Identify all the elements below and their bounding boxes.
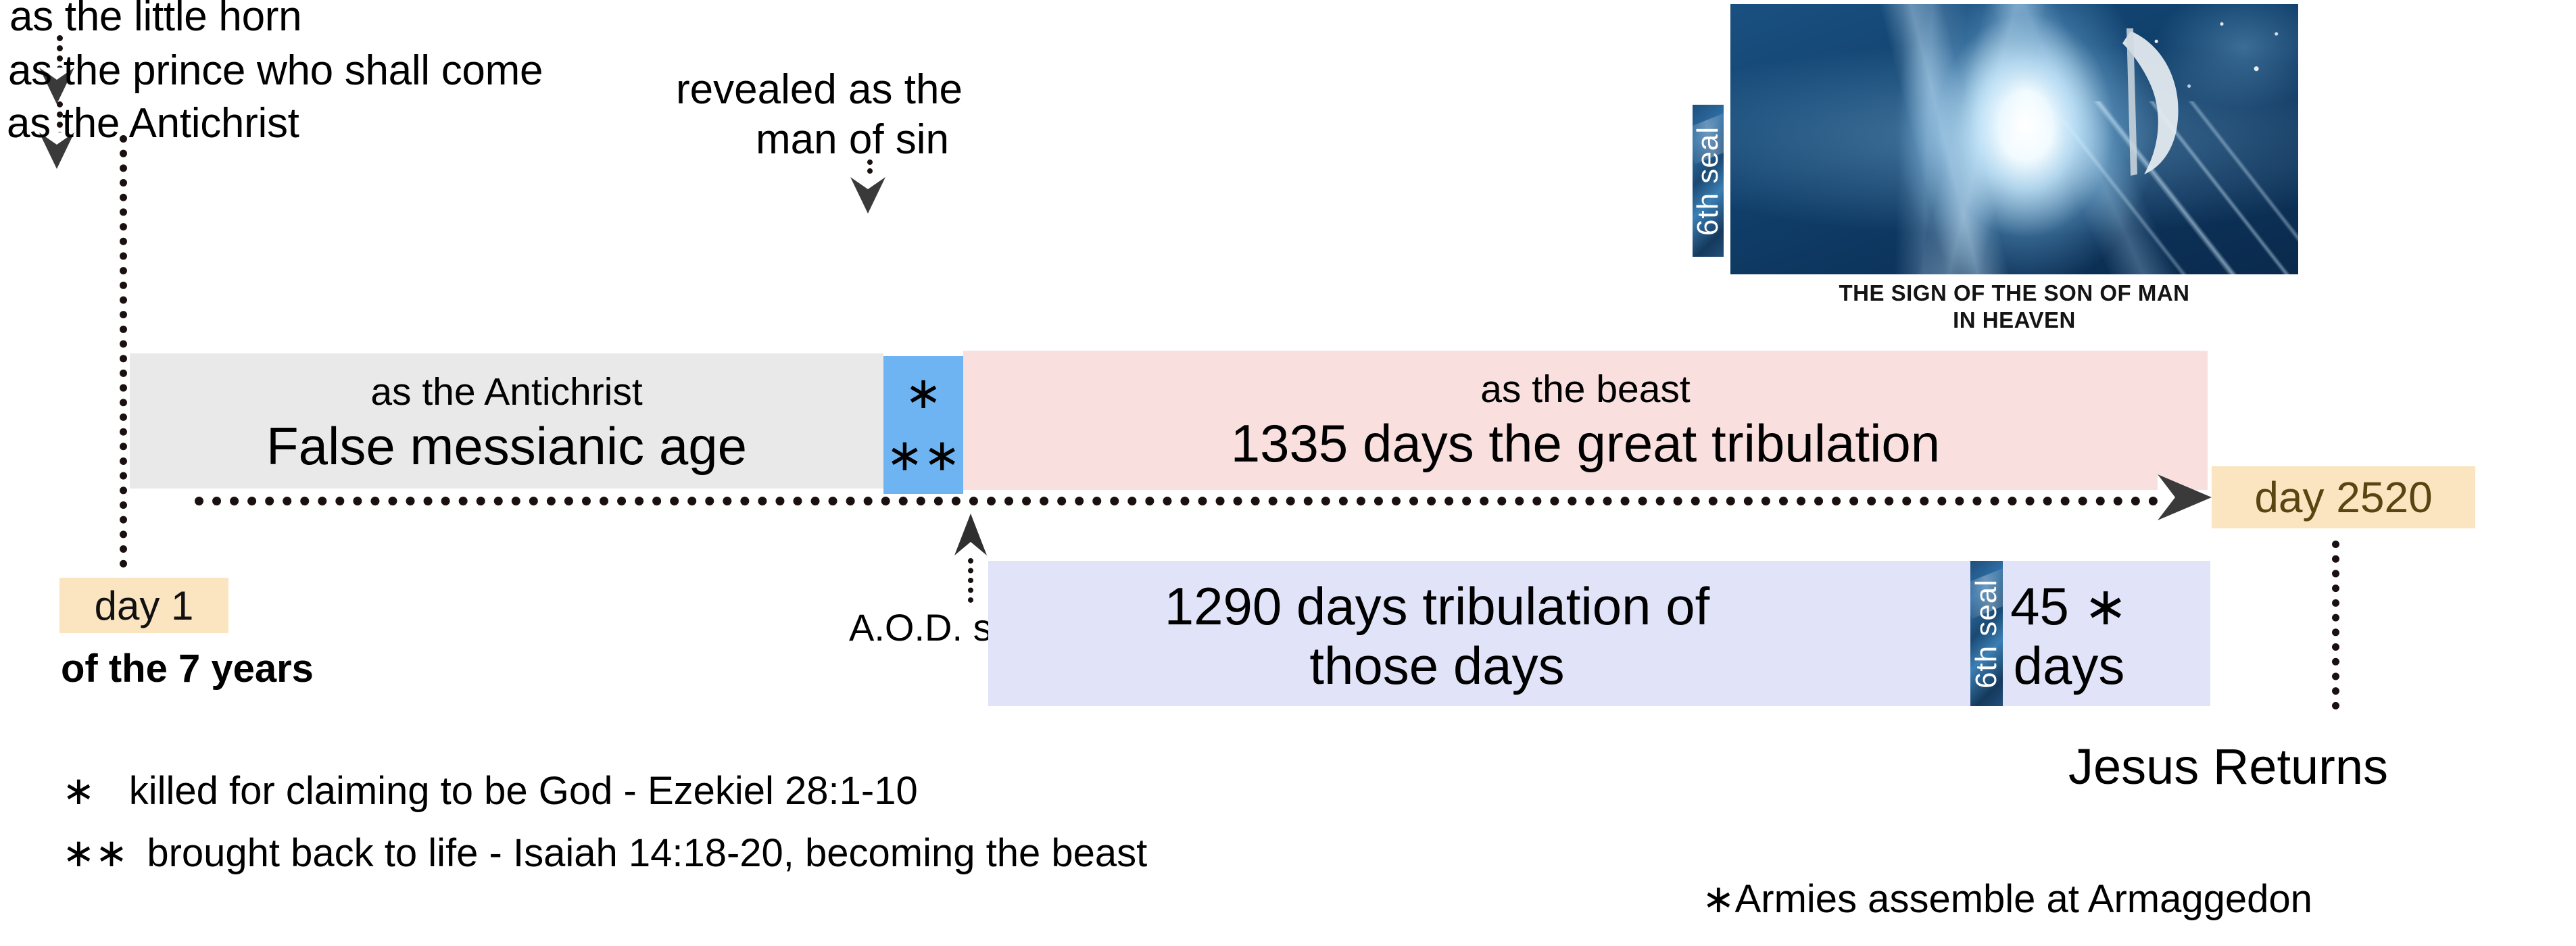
bar-false-messianic-age: as the Antichrist False messianic age (130, 353, 883, 489)
chain-arrow-2-notch-icon (39, 132, 74, 145)
badge-day-1-label: day 1 (94, 582, 194, 628)
bar-final-45-days-line2: days (2013, 636, 2125, 695)
footnote-1: ∗ killed for claiming to be God - Ezekie… (62, 770, 918, 812)
bar-tribulation-of-those-days-line1: 1290 days tribulation of (1164, 576, 1710, 636)
bar-false-messianic-age-caption: as the Antichrist (370, 370, 643, 414)
jesus-returns-label: Jesus Returns (2068, 739, 2388, 795)
bar-death-and-resurrection: ∗ ∗∗ (883, 356, 963, 494)
bar-great-tribulation-title: 1335 days the great tribulation (1230, 414, 1941, 473)
badge-day-2520-label: day 2520 (2254, 473, 2433, 522)
timeline-axis (195, 497, 2158, 505)
callout-revealed-line2: man of sin (756, 116, 950, 163)
timeline-arrowhead-notch-icon (2158, 474, 2175, 520)
footnote-2: ∗∗ brought back to life - Isaiah 14:18-2… (62, 832, 1147, 874)
aod-arrow-notch-icon (954, 542, 987, 555)
badge-day-1: day 1 (59, 578, 228, 633)
chain-label-little-horn: as the little horn (9, 0, 302, 40)
sign-of-son-of-man-photo (1730, 4, 2298, 274)
chain-label-antichrist: as the Antichrist (7, 100, 299, 147)
callout-revealed-line1: revealed as the (676, 66, 963, 113)
armageddon-text: Armies assemble at Armaggedon (1734, 877, 2312, 921)
bar-mark-killed: ∗ (904, 367, 942, 419)
bar-final-45-days-line1: 45 ∗ (2010, 576, 2128, 636)
chain-label-prince-who-shall-come: as the prince who shall come (8, 47, 543, 94)
day2520-vertical-marker (2332, 541, 2339, 710)
seal-tab-photo-label: 6th seal (1693, 126, 1724, 236)
bar-tribulation-of-those-days: 1290 days tribulation of those days 45 ∗… (988, 561, 2210, 706)
chain-arrow-1-notch-icon (39, 68, 74, 80)
footnote-2-mark: ∗∗ (62, 830, 128, 876)
seal-tab-lower-label: 6th seal (1970, 578, 2003, 689)
seal-tab-photo: 6th seal (1693, 105, 1724, 257)
footnote-1-mark: ∗ (62, 768, 95, 814)
armageddon-mark: ∗ (1702, 876, 1735, 922)
armageddon-note: ∗Armies assemble at Armaggedon (1702, 878, 2312, 920)
day1-vertical-marker (120, 135, 127, 568)
bar-mark-resurrected: ∗∗ (885, 429, 961, 481)
chain-connector-2 (57, 101, 63, 138)
callout-revealed-connector (867, 159, 873, 182)
photo-arc-glyph-icon (2122, 28, 2179, 176)
photo-caption-line1: THE SIGN OF THE SON OF MAN (1839, 280, 2190, 305)
bar-tribulation-of-those-days-line2: those days (1309, 636, 1565, 695)
bar-great-tribulation: as the beast 1335 days the great tribula… (963, 351, 2208, 490)
bar-great-tribulation-caption: as the beast (1480, 368, 1691, 411)
day-1-subtitle: of the 7 years (61, 647, 314, 691)
footnote-1-text: killed for claiming to be God - Ezekiel … (128, 769, 918, 813)
callout-revealed-arrow-notch-icon (850, 177, 885, 189)
footnote-2-text: brought back to life - Isaiah 14:18-20, … (147, 831, 1148, 875)
photo-caption-line2: IN HEAVEN (1953, 307, 2076, 332)
badge-day-2520: day 2520 (2212, 466, 2475, 528)
chain-connector-1 (57, 35, 63, 72)
bar-false-messianic-age-title: False messianic age (266, 416, 747, 476)
aod-connector (968, 558, 973, 603)
seal-tab-lower: 6th seal (1970, 561, 2003, 706)
